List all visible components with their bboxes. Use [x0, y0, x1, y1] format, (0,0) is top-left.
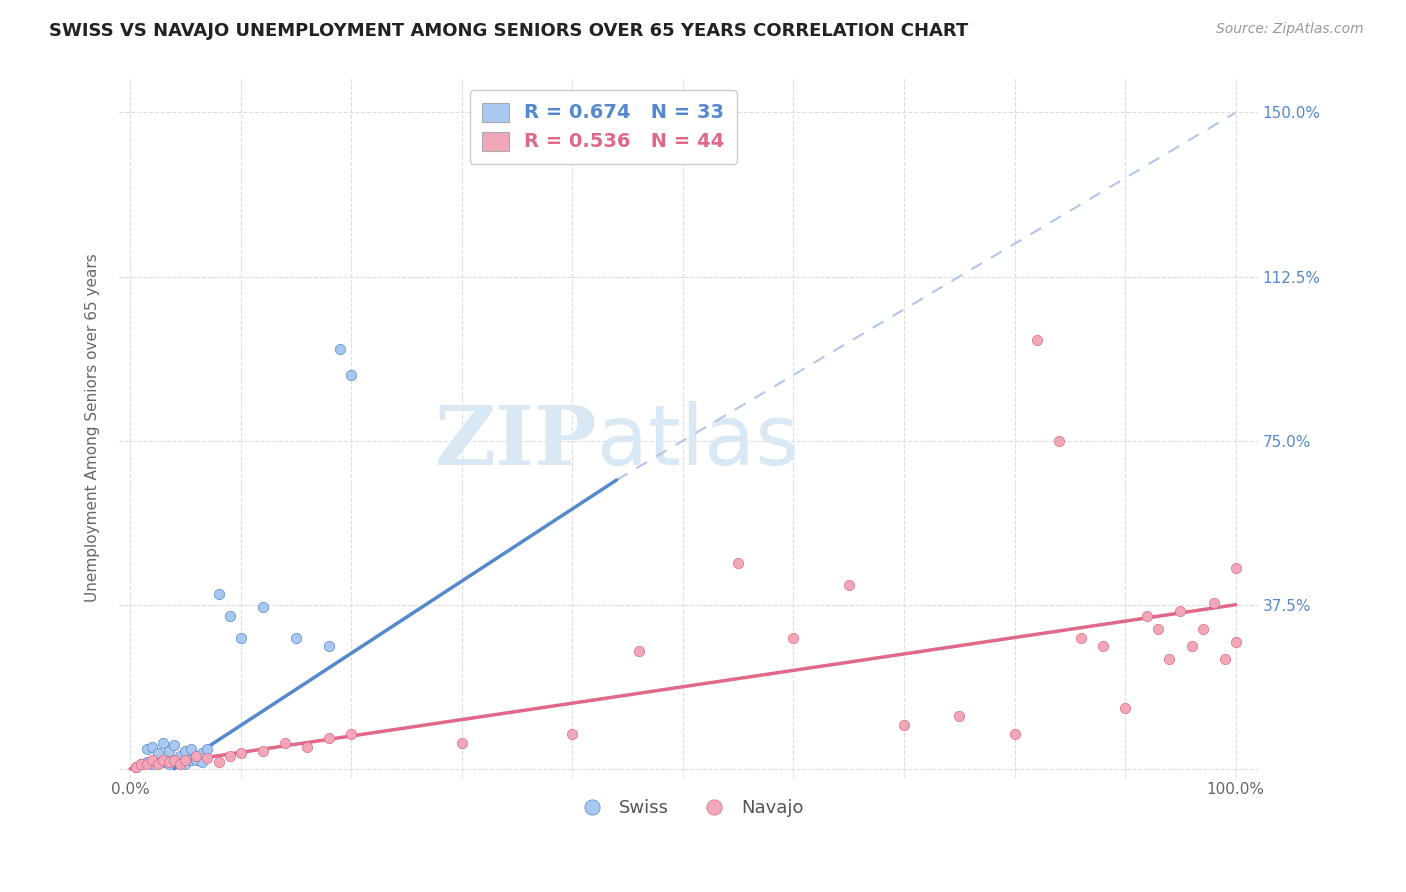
- Point: [152, 756, 174, 770]
- Point: [174, 744, 197, 758]
- Point: [129, 757, 152, 772]
- Point: [252, 744, 274, 758]
- Point: [207, 587, 229, 601]
- Point: [135, 742, 157, 756]
- Point: [252, 599, 274, 614]
- Point: [197, 742, 219, 756]
- Point: [782, 631, 804, 645]
- Point: [186, 753, 208, 767]
- Point: [627, 643, 650, 657]
- Point: [141, 753, 163, 767]
- Point: [129, 757, 152, 772]
- Point: [893, 718, 915, 732]
- Point: [124, 759, 146, 773]
- Point: [191, 756, 214, 770]
- Point: [1136, 608, 1159, 623]
- Point: [1070, 631, 1092, 645]
- Point: [229, 747, 252, 761]
- Point: [146, 747, 169, 761]
- Point: [1180, 640, 1202, 654]
- Point: [174, 757, 197, 772]
- Text: atlas: atlas: [598, 401, 799, 482]
- Point: [318, 731, 340, 746]
- Point: [1147, 622, 1170, 636]
- Point: [157, 744, 180, 758]
- Point: [163, 753, 186, 767]
- Point: [1225, 560, 1247, 574]
- Point: [727, 556, 749, 570]
- Point: [1225, 635, 1247, 649]
- Point: [180, 742, 202, 756]
- Point: [1159, 652, 1181, 666]
- Point: [146, 753, 169, 767]
- Point: [163, 738, 186, 752]
- Point: [450, 735, 472, 749]
- Text: Source: ZipAtlas.com: Source: ZipAtlas.com: [1216, 22, 1364, 37]
- Point: [135, 757, 157, 772]
- Point: [141, 739, 163, 754]
- Point: [218, 748, 240, 763]
- Text: SWISS VS NAVAJO UNEMPLOYMENT AMONG SENIORS OVER 65 YEARS CORRELATION CHART: SWISS VS NAVAJO UNEMPLOYMENT AMONG SENIO…: [49, 22, 969, 40]
- Point: [191, 747, 214, 761]
- Point: [174, 753, 197, 767]
- Point: [284, 631, 307, 645]
- Point: [169, 751, 191, 765]
- Point: [152, 753, 174, 767]
- Point: [141, 757, 163, 772]
- Point: [124, 759, 146, 773]
- Point: [838, 578, 860, 592]
- Point: [169, 748, 191, 763]
- Point: [1092, 640, 1115, 654]
- Point: [1047, 434, 1070, 448]
- Point: [561, 727, 583, 741]
- Point: [152, 735, 174, 749]
- Point: [329, 342, 352, 356]
- Legend: Swiss, Navajo: Swiss, Navajo: [567, 792, 811, 824]
- Point: [274, 735, 297, 749]
- Point: [340, 727, 363, 741]
- Point: [229, 631, 252, 645]
- Point: [1004, 727, 1026, 741]
- Point: [1114, 700, 1136, 714]
- Point: [186, 748, 208, 763]
- Point: [157, 756, 180, 770]
- Point: [169, 757, 191, 772]
- Point: [1202, 595, 1225, 609]
- Point: [948, 709, 970, 723]
- Point: [180, 753, 202, 767]
- Point: [218, 608, 240, 623]
- Point: [340, 368, 363, 382]
- Point: [146, 757, 169, 772]
- Y-axis label: Unemployment Among Seniors over 65 years: Unemployment Among Seniors over 65 years: [86, 253, 100, 602]
- Point: [1191, 622, 1213, 636]
- Text: ZIP: ZIP: [434, 401, 598, 482]
- Point: [186, 748, 208, 763]
- Point: [295, 739, 318, 754]
- Point: [1025, 333, 1047, 347]
- Point: [163, 753, 186, 767]
- Point: [157, 757, 180, 772]
- Point: [1213, 652, 1236, 666]
- Point: [1170, 604, 1192, 618]
- Point: [135, 756, 157, 770]
- Point: [207, 756, 229, 770]
- Point: [318, 640, 340, 654]
- Point: [197, 751, 219, 765]
